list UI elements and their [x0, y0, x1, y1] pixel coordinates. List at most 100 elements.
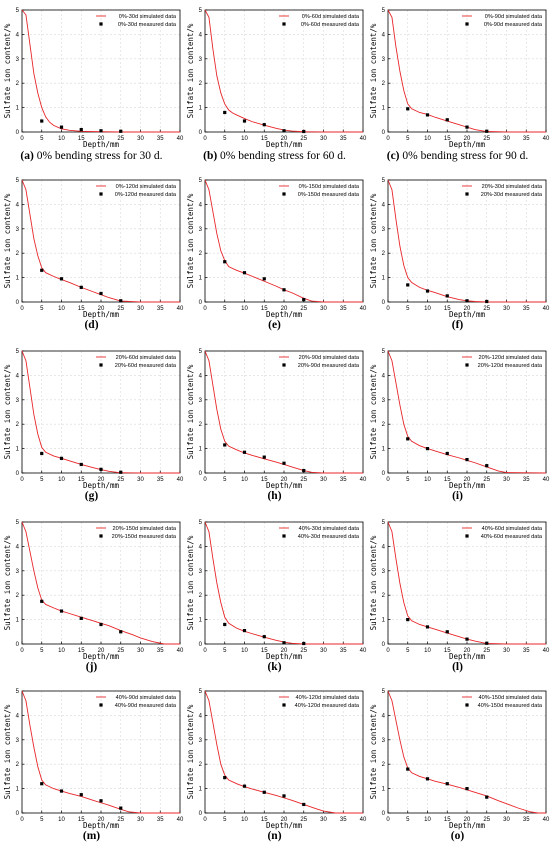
- x-tick-label: 20: [98, 306, 105, 312]
- measured-point: [465, 457, 469, 462]
- legend-simulated-label: 40%-90d simulated data: [116, 695, 177, 701]
- legend-measured-swatch: [282, 22, 286, 26]
- x-tick-label: 0: [20, 477, 24, 483]
- x-tick-label: 5: [223, 817, 227, 823]
- chart-panel-d: 0 5 10 15 20 25 30 35 40 0 1 2 3 4 5 Depth/mm Sulfate io…: [0, 170, 184, 340]
- x-tick-label: 10: [241, 136, 248, 142]
- chart-svg-f: 0 5 10 15 20 25 30 35 40 0 1 2 3 4 5 Depth/mm Sulfate io…: [369, 178, 550, 319]
- measured-point: [262, 123, 266, 127]
- y-tick-label: 0: [199, 130, 203, 136]
- y-tick-label: 5: [16, 8, 20, 14]
- legend-measured-label: 20%-90d measured data: [298, 363, 360, 369]
- x-tick-label: 0: [203, 648, 207, 654]
- x-tick-label: 5: [40, 477, 44, 483]
- measured-point: [99, 467, 103, 471]
- chart-panel-g: 0 5 10 15 20 25 30 35 40 0 1 2 3 4 5 Depth/mm Sulfate io…: [0, 341, 184, 511]
- measured-point: [242, 271, 247, 275]
- y-tick-label: 0: [382, 811, 386, 817]
- y-tick-label: 4: [16, 202, 20, 208]
- measured-point: [119, 806, 123, 810]
- panel-caption-a: (a) 0% bending stress for 30 d.: [0, 150, 183, 162]
- chart-svg-n: 0 5 10 15 20 25 30 35 40 0 1 2 3 4 5 Depth/mm Sulfate io…: [186, 689, 367, 830]
- y-tick-label: 5: [16, 520, 20, 526]
- x-tick-label: 5: [406, 136, 410, 142]
- x-tick-label: 25: [300, 306, 307, 312]
- y-tick-label: 5: [16, 178, 20, 184]
- chart-svg-h: 0 5 10 15 20 25 30 35 40 0 1 2 3 4 5 Depth/mm Sulfate io…: [186, 349, 367, 490]
- x-tick-label: 35: [523, 817, 530, 823]
- x-axis-label: Depth/mm: [266, 652, 303, 661]
- y-tick-label: 5: [16, 689, 20, 695]
- y-axis-label: Sulfate ion content/%: [369, 704, 378, 799]
- x-tick-label: 35: [340, 477, 347, 483]
- y-axis-label: Sulfate ion content/%: [369, 364, 378, 459]
- y-axis-label: Sulfate ion content/%: [369, 535, 378, 630]
- legend-simulated-label: 0%-30d simulated data: [119, 14, 177, 20]
- x-tick-label: 25: [117, 136, 124, 142]
- x-tick-label: 25: [483, 306, 490, 312]
- measured-point: [302, 641, 306, 646]
- legend-simulated-label: 20%-120d simulated data: [479, 355, 543, 361]
- measured-point: [262, 635, 266, 639]
- measured-point: [425, 447, 430, 451]
- measured-point: [79, 127, 83, 132]
- x-tick-label: 40: [543, 477, 550, 483]
- measured-point: [79, 462, 83, 467]
- panel-caption-label: (f): [451, 319, 464, 331]
- measured-point: [79, 616, 83, 620]
- panel-caption-label: (h): [267, 490, 282, 502]
- y-tick-label: 2: [199, 81, 203, 87]
- y-tick-label: 1: [382, 787, 386, 793]
- y-tick-label: 2: [16, 593, 20, 599]
- measured-point: [406, 437, 410, 441]
- x-tick-label: 0: [203, 477, 207, 483]
- chart-panel-h: 0 5 10 15 20 25 30 35 40 0 1 2 3 4 5 Depth/mm Sulfate io…: [183, 341, 367, 511]
- x-tick-label: 40: [360, 648, 367, 654]
- x-tick-label: 20: [281, 817, 288, 823]
- simulated-series-line: [204, 9, 363, 133]
- x-tick-label: 20: [281, 648, 288, 654]
- measured-point: [282, 641, 286, 645]
- x-tick-label: 35: [157, 648, 164, 654]
- measured-point: [445, 782, 449, 786]
- measured-point: [59, 609, 64, 613]
- x-tick-label: 25: [300, 136, 307, 142]
- y-tick-label: 0: [382, 471, 386, 477]
- measured-point: [242, 628, 247, 633]
- panel-caption-label: (k): [267, 661, 282, 673]
- legend-measured-label: 0%-60d measured data: [301, 22, 360, 28]
- x-tick-label: 25: [483, 477, 490, 483]
- y-tick-label: 2: [199, 422, 203, 428]
- x-tick-label: 0: [386, 817, 390, 823]
- y-tick-label: 0: [382, 300, 386, 306]
- measured-point: [59, 125, 64, 129]
- measured-point: [79, 793, 83, 797]
- x-tick-label: 25: [483, 648, 490, 654]
- y-tick-label: 3: [382, 569, 386, 575]
- x-tick-label: 15: [444, 306, 451, 312]
- measured-point: [223, 776, 227, 780]
- x-tick-label: 40: [177, 477, 184, 483]
- y-tick-label: 1: [16, 276, 20, 282]
- measured-point: [282, 794, 286, 798]
- x-tick-label: 30: [137, 136, 144, 142]
- measured-point: [465, 787, 469, 791]
- x-tick-label: 35: [340, 136, 347, 142]
- y-tick-label: 3: [16, 738, 20, 744]
- x-tick-label: 5: [40, 136, 44, 142]
- y-tick-label: 4: [382, 32, 386, 38]
- y-tick-label: 4: [382, 713, 386, 719]
- y-tick-label: 4: [382, 202, 386, 208]
- panel-caption-label: (l): [452, 661, 463, 673]
- x-tick-label: 25: [483, 136, 490, 142]
- measured-point: [485, 299, 489, 304]
- y-tick-label: 5: [199, 178, 203, 184]
- panel-caption-d: (d): [0, 319, 183, 331]
- legend-simulated-label: 20%-30d simulated data: [482, 184, 543, 190]
- x-tick-label: 10: [58, 306, 65, 312]
- x-tick-label: 0: [386, 306, 390, 312]
- legend-measured-label: 20%-60d measured data: [115, 363, 177, 369]
- x-tick-label: 35: [157, 817, 164, 823]
- x-tick-label: 0: [203, 817, 207, 823]
